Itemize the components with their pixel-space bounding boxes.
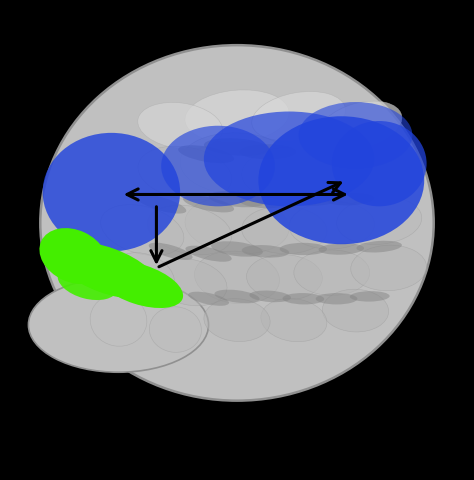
Ellipse shape xyxy=(180,133,294,195)
Ellipse shape xyxy=(350,291,390,302)
Ellipse shape xyxy=(147,206,232,255)
Ellipse shape xyxy=(242,148,337,200)
Ellipse shape xyxy=(39,228,108,285)
Ellipse shape xyxy=(149,243,192,261)
Ellipse shape xyxy=(242,246,289,258)
Ellipse shape xyxy=(249,291,291,302)
Ellipse shape xyxy=(351,246,427,291)
Ellipse shape xyxy=(322,289,389,332)
Ellipse shape xyxy=(280,243,327,256)
Ellipse shape xyxy=(214,290,260,303)
Ellipse shape xyxy=(316,293,357,305)
Ellipse shape xyxy=(204,112,374,207)
Ellipse shape xyxy=(40,46,434,401)
Ellipse shape xyxy=(28,278,209,372)
Ellipse shape xyxy=(178,146,234,164)
Ellipse shape xyxy=(204,139,270,156)
Ellipse shape xyxy=(185,91,289,144)
Ellipse shape xyxy=(138,103,222,150)
Ellipse shape xyxy=(58,264,118,300)
Ellipse shape xyxy=(211,242,263,257)
Ellipse shape xyxy=(239,145,296,160)
Ellipse shape xyxy=(319,244,364,255)
Ellipse shape xyxy=(183,196,234,213)
Ellipse shape xyxy=(161,126,275,207)
Ellipse shape xyxy=(185,197,289,254)
Ellipse shape xyxy=(149,307,201,353)
Ellipse shape xyxy=(55,242,158,299)
Ellipse shape xyxy=(209,192,265,208)
Ellipse shape xyxy=(287,193,339,206)
Ellipse shape xyxy=(261,299,327,342)
Ellipse shape xyxy=(136,195,186,214)
Ellipse shape xyxy=(110,253,174,302)
Ellipse shape xyxy=(252,92,346,142)
Ellipse shape xyxy=(246,255,322,300)
Ellipse shape xyxy=(258,117,424,245)
Ellipse shape xyxy=(204,299,270,342)
Ellipse shape xyxy=(43,133,180,252)
Ellipse shape xyxy=(356,241,402,253)
Ellipse shape xyxy=(299,103,412,169)
Ellipse shape xyxy=(152,259,227,306)
Ellipse shape xyxy=(188,292,229,306)
Ellipse shape xyxy=(242,207,327,254)
Ellipse shape xyxy=(319,102,402,151)
Ellipse shape xyxy=(332,122,427,207)
Ellipse shape xyxy=(100,205,184,256)
Ellipse shape xyxy=(289,202,374,250)
Ellipse shape xyxy=(90,294,147,347)
Ellipse shape xyxy=(194,252,280,304)
Ellipse shape xyxy=(327,193,374,206)
Ellipse shape xyxy=(185,246,232,262)
Ellipse shape xyxy=(337,197,422,245)
Ellipse shape xyxy=(138,147,232,201)
Ellipse shape xyxy=(97,262,183,308)
Ellipse shape xyxy=(294,251,370,296)
Ellipse shape xyxy=(239,195,292,209)
Ellipse shape xyxy=(283,293,324,305)
